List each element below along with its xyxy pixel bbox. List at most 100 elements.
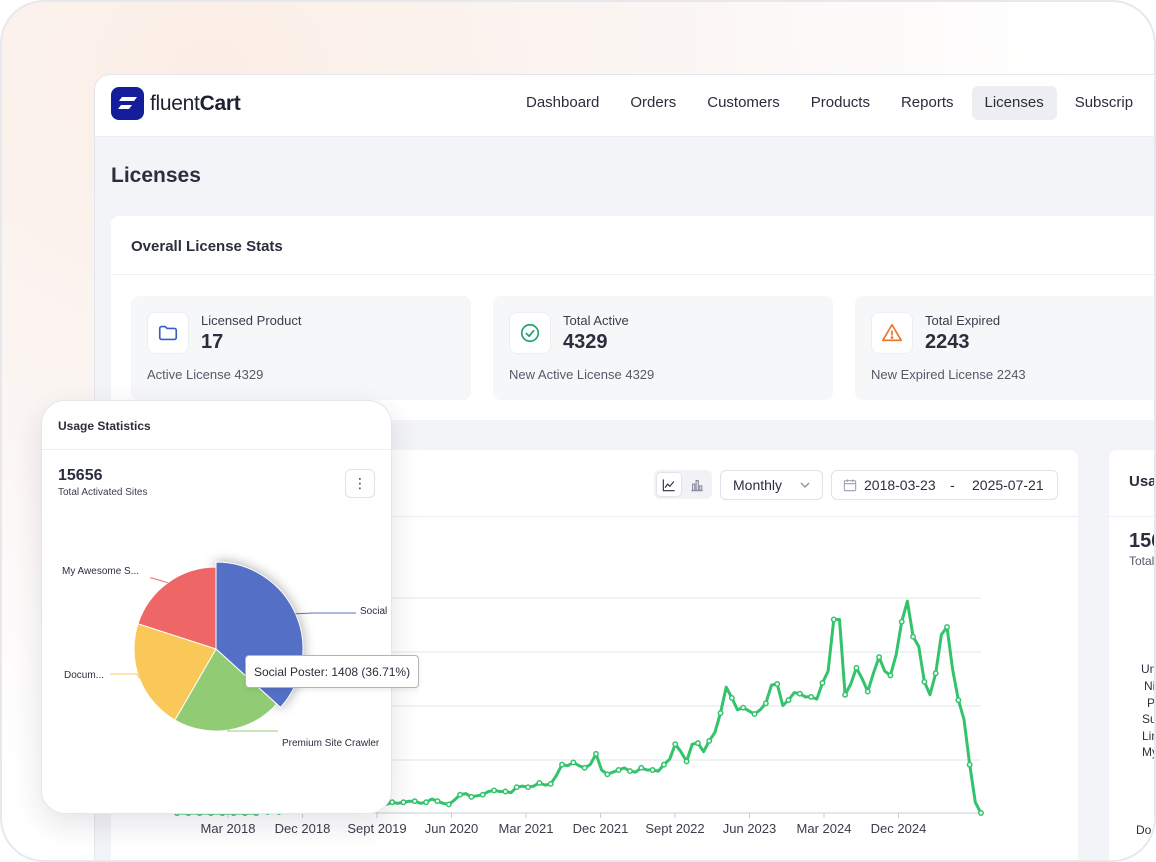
pie-slice[interactable]	[133, 623, 217, 721]
date-end[interactable]: 2025-07-21	[972, 477, 1044, 493]
x-tick-label: Dec 2021	[573, 821, 629, 836]
divider	[42, 449, 391, 450]
data-point[interactable]	[706, 738, 713, 744]
usage-pie-chart: Social ... Premium Site Crawler Docum... My…	[62, 561, 392, 749]
nav-products[interactable]: Products	[810, 94, 870, 111]
brand-name-bold: Cart	[199, 91, 241, 115]
data-point[interactable]	[819, 679, 826, 686]
data-point[interactable]	[445, 801, 452, 808]
data-point[interactable]	[932, 670, 939, 677]
data-point[interactable]	[581, 764, 588, 771]
divider	[1109, 516, 1154, 517]
nav-licenses[interactable]: Licenses	[971, 86, 1057, 120]
data-point[interactable]	[536, 779, 543, 786]
nav-reports[interactable]: Reports	[900, 94, 954, 111]
data-point[interactable]	[842, 691, 849, 698]
pie-slice[interactable]	[174, 648, 278, 732]
date-range-picker[interactable]: 2018-03-23 - 2025-07-21	[831, 470, 1058, 500]
data-point[interactable]	[615, 767, 622, 773]
date-start[interactable]: 2018-03-23	[864, 477, 936, 493]
overall-stats-title: Overall License Stats	[111, 216, 1154, 275]
data-point[interactable]	[423, 799, 430, 806]
calendar-icon	[843, 478, 857, 495]
nav-subscriptions[interactable]: Subscrip	[1074, 94, 1134, 111]
data-point[interactable]	[864, 688, 871, 695]
date-separator: -	[950, 477, 955, 493]
data-point[interactable]	[649, 767, 656, 773]
stat-subtext: New Expired License 2243	[871, 367, 1026, 382]
nav-dashboard[interactable]: Dashboard	[526, 94, 600, 111]
data-point[interactable]	[887, 672, 894, 679]
data-point[interactable]	[593, 750, 599, 757]
data-point[interactable]	[502, 788, 509, 795]
data-point[interactable]	[966, 761, 973, 768]
line-chart-icon[interactable]	[656, 472, 682, 497]
data-point[interactable]	[728, 695, 735, 701]
data-point[interactable]	[910, 633, 917, 640]
data-point[interactable]	[978, 810, 984, 816]
data-point[interactable]	[876, 654, 883, 661]
nav-customers[interactable]: Customers	[707, 94, 780, 111]
data-point[interactable]	[830, 616, 837, 623]
period-select[interactable]: Monthly	[720, 470, 823, 500]
data-point[interactable]	[751, 711, 758, 718]
pie-label-line	[295, 612, 356, 615]
legend-fragment: Lin	[1142, 729, 1154, 743]
data-point[interactable]	[672, 741, 679, 748]
data-point[interactable]	[808, 693, 815, 700]
data-point[interactable]	[457, 791, 464, 798]
data-point[interactable]	[491, 787, 498, 794]
data-point[interactable]	[774, 681, 781, 687]
data-point[interactable]	[627, 768, 633, 775]
chart-type-toggle	[654, 470, 712, 499]
data-point[interactable]	[525, 784, 531, 791]
data-point[interactable]	[434, 798, 441, 805]
data-point[interactable]	[559, 761, 565, 768]
usage-total: 15656	[58, 467, 103, 484]
data-point[interactable]	[740, 704, 747, 711]
data-point[interactable]	[955, 697, 962, 704]
data-point[interactable]	[898, 618, 905, 625]
stat-total-expired: Total Expired 2243 New Expired License 2…	[855, 296, 1154, 400]
data-point[interactable]	[479, 791, 486, 798]
x-tick-label: Mar 2021	[499, 821, 554, 836]
pie-label: Docum...	[64, 670, 104, 681]
x-tick-label: Dec 2018	[275, 821, 331, 836]
more-options-icon[interactable]: ⋮	[345, 469, 375, 498]
data-point[interactable]	[604, 771, 611, 778]
data-point[interactable]	[513, 784, 520, 791]
bar-chart-icon[interactable]	[684, 472, 710, 497]
data-point[interactable]	[411, 798, 418, 805]
data-point[interactable]	[660, 761, 667, 768]
stat-value: 2243	[925, 331, 970, 353]
data-point[interactable]	[944, 624, 950, 630]
brand-logo[interactable]: fluentCart	[111, 87, 241, 120]
data-point[interactable]	[785, 697, 792, 704]
pie-label: My Awesome S...	[62, 566, 139, 577]
data-point[interactable]	[389, 799, 396, 806]
data-point[interactable]	[570, 759, 577, 766]
data-point[interactable]	[468, 793, 475, 800]
stat-licensed-product: Licensed Product 17 Active License 4329	[131, 296, 471, 400]
x-tick-label: Sept 2019	[347, 821, 406, 836]
data-point[interactable]	[683, 758, 690, 765]
nav-orders[interactable]: Orders	[630, 94, 677, 111]
data-point[interactable]	[762, 700, 769, 707]
data-point[interactable]	[796, 690, 803, 697]
pie-tooltip: Social Poster: 1408 (36.71%)	[245, 655, 420, 688]
data-point[interactable]	[400, 799, 407, 806]
data-point[interactable]	[717, 710, 724, 716]
data-point[interactable]	[853, 664, 860, 671]
legend-fragment: Do	[1136, 823, 1152, 837]
brand-name-light: fluent	[150, 91, 200, 115]
pie-label-line	[150, 577, 168, 584]
data-point[interactable]	[547, 781, 554, 787]
stat-label: Total Expired	[925, 313, 1001, 328]
data-point[interactable]	[921, 678, 928, 685]
data-point[interactable]	[638, 764, 645, 771]
divider	[111, 516, 1078, 517]
legend-fragment: Pr	[1147, 696, 1156, 710]
pie-label: Social ...	[360, 606, 392, 617]
data-point[interactable]	[694, 740, 701, 747]
